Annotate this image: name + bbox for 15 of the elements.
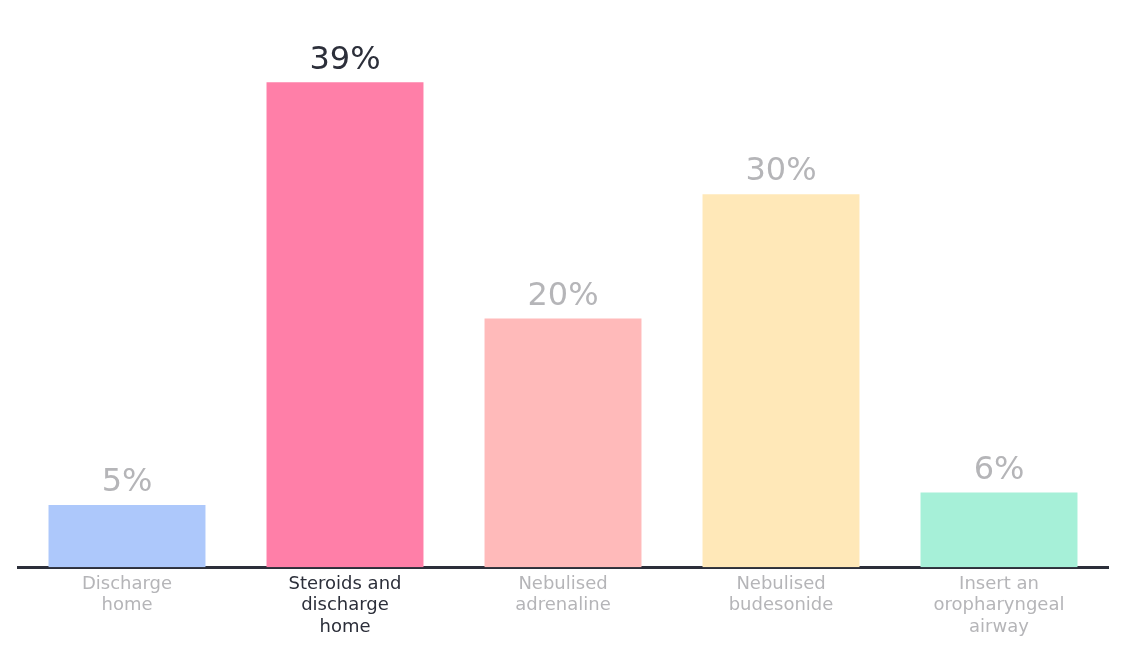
bar [920,492,1078,568]
x-tick-label: Nebulised budesonide [728,571,834,615]
x-tick-label: Steroids and discharge home [288,571,402,636]
data-label: 6% [973,448,1025,487]
x-tick-label: Insert an oropharyngeal airway [933,571,1065,636]
data-label: 20% [527,274,599,313]
data-label: 39% [309,38,381,77]
bar [702,194,860,568]
bar [484,318,642,568]
bar [48,505,206,568]
data-label: 30% [745,150,817,189]
x-tick-label: Discharge home [81,571,173,615]
x-tick-label: Nebulised adrenaline [515,571,611,615]
data-label: 5% [101,461,153,500]
bar [266,82,424,568]
